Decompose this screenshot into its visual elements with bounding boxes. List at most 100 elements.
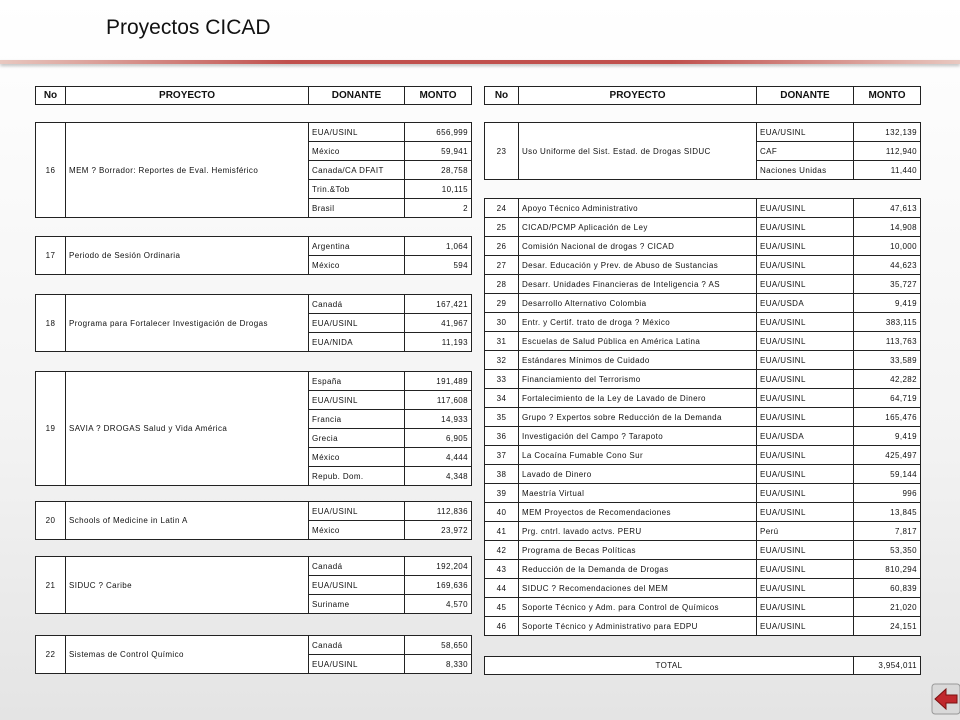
amount: 23,972	[404, 520, 472, 540]
amount: 28,758	[404, 160, 472, 180]
amount: 41,967	[404, 313, 472, 333]
total-amount: 3,954,011	[853, 656, 921, 675]
donor: EUA/USINL	[308, 313, 405, 333]
amount: 59,941	[404, 141, 472, 161]
project-name: Lavado de Dinero	[518, 464, 757, 484]
amount: 9,419	[853, 293, 921, 313]
donor: Canadá	[308, 294, 405, 314]
project-name: Estándares Mínimos de Cuidado	[518, 350, 757, 370]
project-number: 34	[484, 388, 519, 408]
donor: EUA/NIDA	[308, 332, 405, 352]
slide-title: Proyectos CICAD	[106, 16, 271, 39]
donor: México	[308, 447, 405, 467]
amount: 11,440	[853, 160, 921, 180]
donor: Brasil	[308, 198, 405, 218]
donor: EUA/USINL	[756, 236, 854, 256]
project-name: Maestría Virtual	[518, 483, 757, 503]
project-name: MEM Proyectos de Recomendaciones	[518, 502, 757, 522]
donor: EUA/USINL	[756, 198, 854, 218]
amount: 113,763	[853, 331, 921, 351]
donor: EUA/USINL	[756, 445, 854, 465]
amount: 21,020	[853, 597, 921, 617]
column-header: No	[35, 86, 66, 105]
column-header: DONANTE	[756, 86, 854, 105]
project-number: 41	[484, 521, 519, 541]
project-name: Prg. cntrl. lavado actvs. PERU	[518, 521, 757, 541]
amount: 656,999	[404, 122, 472, 142]
amount: 112,836	[404, 501, 472, 521]
project-name: Entr. y Certif. trato de droga ? México	[518, 312, 757, 332]
donor: EUA/USINL	[756, 350, 854, 370]
project-number: 38	[484, 464, 519, 484]
donor: EUA/USINL	[308, 390, 405, 410]
back-button[interactable]	[930, 676, 960, 720]
amount: 1,064	[404, 236, 472, 256]
amount: 4,444	[404, 447, 472, 467]
project-number: 21	[35, 556, 66, 614]
amount: 192,204	[404, 556, 472, 576]
donor: EUA/USINL	[756, 274, 854, 294]
project-name: CICAD/PCMP Aplicación de Ley	[518, 217, 757, 237]
donor: CAF	[756, 141, 854, 161]
donor: EUA/USINL	[308, 122, 405, 142]
donor: EUA/USINL	[756, 559, 854, 579]
donor: EUA/USINL	[756, 255, 854, 275]
project-number: 45	[484, 597, 519, 617]
project-number: 18	[35, 294, 66, 352]
project-number: 19	[35, 371, 66, 486]
amount: 42,282	[853, 369, 921, 389]
project-name: SIDUC ? Recomendaciones del MEM	[518, 578, 757, 598]
donor: Canadá	[308, 556, 405, 576]
project-number: 25	[484, 217, 519, 237]
project-name: Programa para Fortalecer Investigación d…	[65, 294, 309, 352]
amount: 191,489	[404, 371, 472, 391]
amount: 9,419	[853, 426, 921, 446]
project-number: 22	[35, 635, 66, 674]
column-header: PROYECTO	[65, 86, 309, 105]
donor: EUA/USINL	[308, 501, 405, 521]
donor: Naciones Unidas	[756, 160, 854, 180]
project-name: Programa de Becas Políticas	[518, 540, 757, 560]
project-name: Desarrollo Alternativo Colombia	[518, 293, 757, 313]
donor: Repub. Dom.	[308, 466, 405, 486]
project-name: Soporte Técnico y Administrativo para ED…	[518, 616, 757, 636]
donor: EUA/USINL	[756, 597, 854, 617]
donor: Argentina	[308, 236, 405, 256]
amount: 425,497	[853, 445, 921, 465]
donor: Grecia	[308, 428, 405, 448]
column-header: MONTO	[853, 86, 921, 105]
donor: EUA/USDA	[756, 293, 854, 313]
donor: EUA/USINL	[756, 407, 854, 427]
project-name: Fortalecimiento de la Ley de Lavado de D…	[518, 388, 757, 408]
amount: 4,570	[404, 594, 472, 614]
amount: 117,608	[404, 390, 472, 410]
donor: México	[308, 141, 405, 161]
donor: Perú	[756, 521, 854, 541]
project-name: Grupo ? Expertos sobre Reducción de la D…	[518, 407, 757, 427]
amount: 810,294	[853, 559, 921, 579]
project-number: 28	[484, 274, 519, 294]
amount: 13,845	[853, 502, 921, 522]
project-name: MEM ? Borrador: Reportes de Eval. Hemisf…	[65, 122, 309, 218]
amount: 6,905	[404, 428, 472, 448]
project-number: 23	[484, 122, 519, 180]
amount: 53,350	[853, 540, 921, 560]
donor: Canada/CA DFAIT	[308, 160, 405, 180]
project-name: Uso Uniforme del Sist. Estad. de Drogas …	[518, 122, 757, 180]
donor: EUA/USINL	[756, 502, 854, 522]
amount: 35,727	[853, 274, 921, 294]
project-name: Comisión Nacional de drogas ? CICAD	[518, 236, 757, 256]
project-name: Financiamiento del Terrorismo	[518, 369, 757, 389]
amount: 44,623	[853, 255, 921, 275]
donor: EUA/USINL	[756, 540, 854, 560]
project-number: 39	[484, 483, 519, 503]
project-name: Schools of Medicine in Latin A	[65, 501, 309, 540]
amount: 167,421	[404, 294, 472, 314]
title-rule	[0, 60, 960, 64]
donor: EUA/USINL	[756, 578, 854, 598]
amount: 112,940	[853, 141, 921, 161]
column-header: DONANTE	[308, 86, 405, 105]
donor: EUA/USINL	[756, 464, 854, 484]
amount: 24,151	[853, 616, 921, 636]
